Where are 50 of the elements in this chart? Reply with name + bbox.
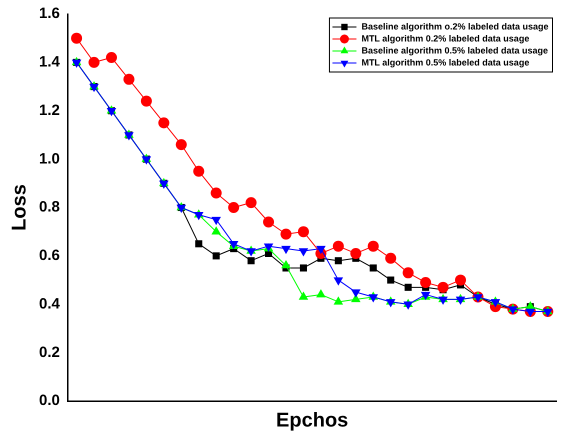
y-tick-label: 0.0 [38,392,60,410]
point [455,274,466,286]
point [263,216,274,228]
point [404,284,412,291]
point [211,226,221,234]
y-tick-label: 1.0 [38,150,60,168]
point [71,32,82,44]
point [438,282,449,293]
point [402,267,414,278]
point [195,240,202,248]
point [248,257,255,264]
point [281,260,291,268]
point [193,166,204,177]
point [334,296,344,305]
point [176,139,187,150]
point [334,257,342,264]
point [106,52,117,64]
point [123,74,134,85]
y-tick-label: 1.6 [38,5,60,22]
point [332,240,344,252]
legend-label: Baseline algorithm o.2% labeled data usage [361,21,549,32]
point [228,202,240,213]
y-tick-label: 0.2 [38,344,60,361]
legend-label: MTL algorithm 0.2% labeled data usage [361,33,530,44]
point [210,187,222,198]
y-tick-label: 0.8 [38,198,60,216]
point [88,56,100,68]
point [298,291,308,300]
point [370,264,377,272]
point [350,248,362,259]
y-tick-label: 1.2 [38,102,60,119]
y-tick-label: 1.4 [38,54,60,71]
point [212,252,220,260]
point [385,252,396,264]
point [387,276,394,284]
point [246,197,257,208]
point [368,240,379,252]
point [298,226,309,238]
point [140,96,152,107]
point [316,289,326,298]
x-axis-title: Epchos [276,410,348,432]
y-tick-label: 0.4 [38,295,60,312]
y-axis-title: Loss [8,184,31,231]
legend-label: Baseline algorithm 0.5% labeled data usage [361,45,548,56]
point [420,276,432,288]
point [280,228,292,240]
point [300,264,307,272]
legend-label: MTL algorithm 0.5% labeled data usage [361,57,530,68]
y-tick-label: 0.6 [38,247,60,264]
point [158,117,170,128]
